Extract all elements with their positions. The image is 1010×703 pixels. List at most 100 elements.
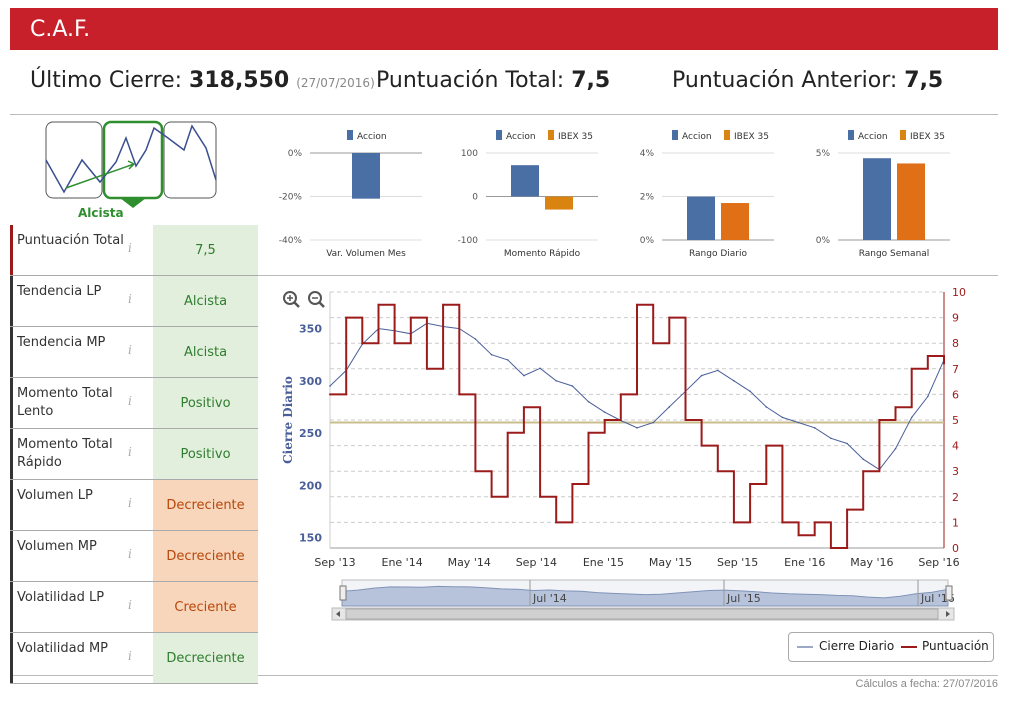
- legend-swatch: [548, 130, 554, 140]
- info-icon[interactable]: i: [128, 394, 132, 408]
- score-point: [603, 419, 606, 421]
- price-point: [813, 427, 816, 429]
- bar-ibex-35: [721, 203, 749, 240]
- calc-date: Cálculos a fecha: 27/07/2016: [855, 678, 999, 690]
- score-point: [555, 521, 558, 524]
- y-tick-label: -40%: [279, 236, 303, 246]
- score-point: [652, 342, 655, 345]
- price-point: [587, 400, 590, 403]
- indicator-row: Momento Total Lento i Positivo: [10, 378, 258, 429]
- indicator-value: Decreciente: [153, 633, 258, 683]
- indicator-label: Volatilidad LP: [10, 582, 150, 632]
- score-point: [345, 316, 348, 319]
- total-score-label: Puntuación Total:: [376, 68, 565, 93]
- divider: [258, 275, 998, 276]
- y-left-tick-label: 350: [299, 323, 322, 336]
- mini-chart-rango-semanal: 5% 0% Accion IBEX 35 Rango Semanal: [816, 130, 950, 259]
- y-tick-label: 0%: [816, 236, 831, 246]
- y-right-tick-label: 2: [952, 491, 959, 504]
- indicator-label: Volumen LP: [10, 480, 150, 530]
- legend-swatch: [672, 130, 678, 140]
- indicator-value: Creciente: [153, 582, 258, 632]
- price-point: [668, 406, 671, 408]
- price-point: [523, 374, 525, 377]
- score-point: [813, 521, 816, 524]
- navigator-handle-left[interactable]: [339, 585, 347, 601]
- x-tick-label: Sep '16: [918, 556, 959, 569]
- price-point: [506, 359, 509, 361]
- score-point: [522, 406, 525, 409]
- y-tick-label: 0: [472, 193, 478, 203]
- prev-score-label: Puntuación Anterior:: [672, 68, 898, 93]
- divider: [10, 114, 998, 115]
- price-point: [571, 385, 574, 387]
- score-point: [571, 483, 574, 485]
- info-icon[interactable]: i: [128, 496, 132, 510]
- navigator-tick-label: Jul '15: [726, 592, 761, 605]
- info-icon[interactable]: i: [128, 649, 132, 663]
- y-right-tick-label: 6: [952, 388, 959, 401]
- company-title: C.A.F.: [30, 17, 91, 42]
- price-point: [539, 367, 541, 370]
- indicator-row: Volumen LP i Decreciente: [10, 480, 258, 531]
- price-point: [749, 390, 751, 393]
- indicator-value: Alcista: [153, 276, 258, 326]
- scrollbar-thumb[interactable]: [345, 608, 939, 620]
- indicator-row: Volumen MP i Decreciente: [10, 531, 258, 582]
- y-right-tick-label: 10: [952, 286, 966, 299]
- navigator-handle-right[interactable]: [945, 585, 953, 601]
- indicator-row: Puntuación Total i 7,5: [10, 225, 258, 276]
- y-right-tick-label: 7: [952, 363, 959, 376]
- price-point: [329, 385, 331, 387]
- score-point: [474, 470, 477, 473]
- total-score: Puntuación Total: 7,5: [376, 68, 610, 93]
- score-point: [846, 508, 849, 511]
- y-tick-label: 2%: [640, 193, 655, 203]
- navigator-tick-label: Jul '14: [532, 592, 567, 605]
- info-icon[interactable]: i: [128, 343, 132, 357]
- legend-label: Accion: [506, 132, 536, 142]
- indicator-value: Decreciente: [153, 480, 258, 530]
- info-icon[interactable]: i: [128, 241, 132, 255]
- x-tick-label: Sep '15: [717, 556, 758, 569]
- y-left-tick-label: 300: [299, 375, 322, 388]
- indicator-label: Puntuación Total: [10, 225, 150, 275]
- info-icon[interactable]: i: [128, 292, 132, 306]
- score-point: [539, 495, 542, 498]
- scroll-right-icon[interactable]: [946, 611, 950, 617]
- scroll-left-icon[interactable]: [336, 611, 340, 617]
- indicator-label: Volumen MP: [10, 531, 150, 581]
- legend-score-label[interactable]: Puntuación: [922, 639, 989, 653]
- bar-accion: [511, 165, 539, 197]
- mini-chart-momento: 100 0 -100 Accion IBEX 35 Momento Rápido: [458, 130, 598, 259]
- zoom-in-icon[interactable]: [282, 290, 300, 308]
- indicator-value: Alcista: [153, 327, 258, 377]
- y-right-tick-label: 4: [952, 440, 959, 453]
- info-icon[interactable]: i: [128, 547, 132, 561]
- info-icon[interactable]: i: [128, 445, 132, 459]
- y-left-tick-label: 200: [299, 479, 322, 492]
- score-point: [943, 362, 945, 365]
- y-left-tick-label: 250: [299, 427, 322, 440]
- legend-label: Accion: [858, 132, 888, 142]
- y-tick-label: 0%: [288, 149, 303, 159]
- legend-price-label[interactable]: Cierre Diario: [819, 639, 895, 653]
- y-tick-label: -20%: [279, 193, 303, 203]
- zoom-out-icon[interactable]: [307, 290, 325, 308]
- y-right-title: Puntuacion Total: [971, 363, 972, 478]
- mini-chart-volumen: 0% -20% -40% Accion Var. Volumen Mes: [279, 130, 422, 259]
- last-close-date: (27/07/2016): [296, 76, 375, 90]
- indicator-value: Positivo: [153, 378, 258, 428]
- price-point: [700, 374, 703, 377]
- legend-swatch: [724, 130, 730, 140]
- indicator-row: Tendencia MP i Alcista: [10, 327, 258, 378]
- bar-ibex-35: [897, 163, 925, 240]
- score-point: [587, 431, 590, 434]
- indicator-list: Puntuación Total i 7,5 Tendencia LP i Alcista…: [10, 225, 258, 684]
- y-right-tick-label: 8: [952, 337, 959, 350]
- trend-label: Alcista: [78, 206, 124, 220]
- info-icon[interactable]: i: [128, 598, 132, 612]
- indicator-value: Positivo: [153, 429, 258, 479]
- y-right-tick-label: 0: [952, 542, 959, 555]
- prev-score-value: 7,5: [904, 68, 944, 93]
